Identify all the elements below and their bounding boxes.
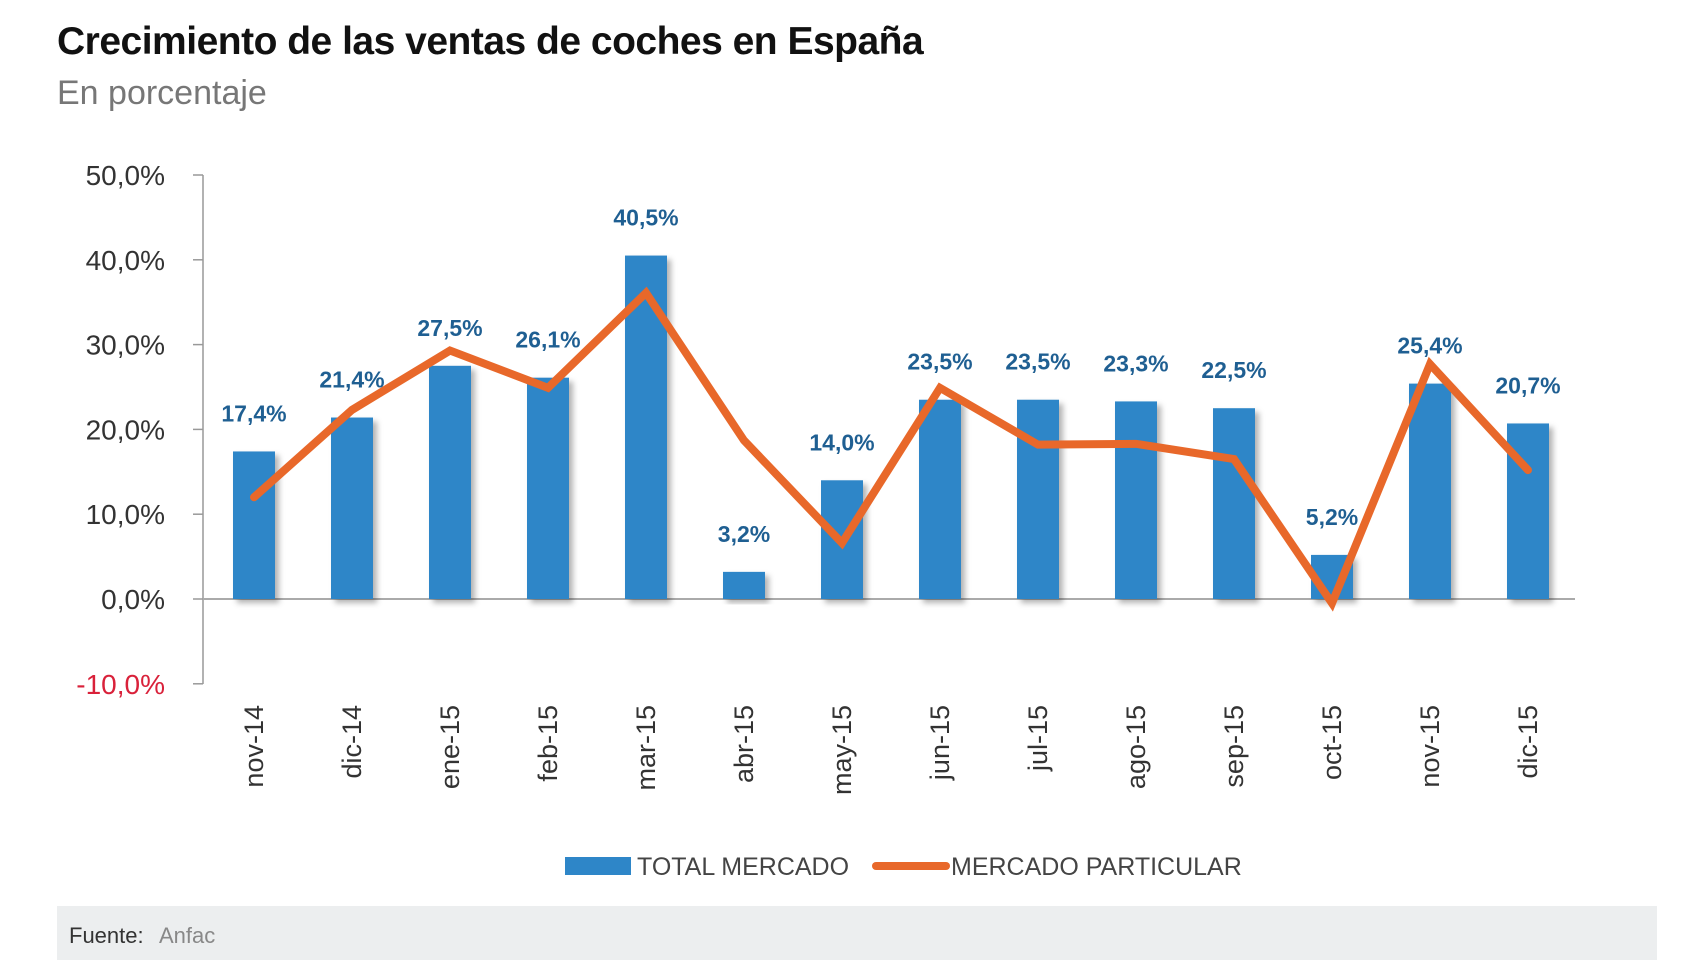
y-tick-label: 30,0%: [86, 330, 165, 361]
data-label: 21,4%: [319, 367, 384, 393]
data-label: 17,4%: [221, 400, 286, 426]
x-tick-label: sep-15: [1219, 705, 1249, 788]
data-label: 23,5%: [1005, 349, 1070, 375]
x-tick-label: nov-15: [1415, 705, 1445, 788]
x-tick-label: nov-14: [239, 705, 269, 788]
source-footer: Fuente: Anfac: [57, 906, 1657, 960]
source-value: Anfac: [159, 923, 216, 948]
legend: TOTAL MERCADO MERCADO PARTICULAR: [565, 853, 1242, 881]
x-tick-label: feb-15: [533, 705, 563, 782]
x-tick-label: oct-15: [1317, 705, 1347, 780]
bar-total-mercado: [233, 451, 275, 599]
x-tick-label: dic-14: [337, 705, 367, 779]
data-label: 3,2%: [718, 521, 770, 547]
legend-label-mercado-particular: MERCADO PARTICULAR: [951, 853, 1242, 881]
data-label: 26,1%: [515, 327, 580, 353]
bar-total-mercado: [1017, 399, 1059, 599]
x-tick-label: ene-15: [435, 705, 465, 789]
bar-total-mercado: [1213, 408, 1255, 599]
data-label: 22,5%: [1201, 357, 1266, 383]
y-tick-label: 20,0%: [86, 414, 165, 445]
x-tick-label: jul-15: [1023, 705, 1053, 772]
bar-total-mercado: [1115, 401, 1157, 599]
chart-title: Crecimiento de las ventas de coches en E…: [57, 20, 924, 63]
x-tick-label: dic-15: [1513, 705, 1543, 779]
data-label: 20,7%: [1495, 372, 1560, 398]
x-tick-label: abr-15: [729, 705, 759, 783]
x-tick-label: may-15: [827, 705, 857, 795]
legend-label-total-mercado: TOTAL MERCADO: [637, 853, 849, 881]
y-tick-label: 50,0%: [86, 160, 165, 191]
data-label: 27,5%: [417, 315, 482, 341]
y-tick-label: 40,0%: [86, 245, 165, 276]
y-tick-label: 10,0%: [86, 499, 165, 530]
bar-total-mercado: [723, 571, 765, 599]
data-label: 25,4%: [1397, 333, 1462, 359]
data-label: 5,2%: [1306, 504, 1358, 530]
source-label: Fuente:: [69, 923, 144, 948]
legend-swatch-total-mercado: [565, 857, 631, 875]
y-tick-label: -10,0%: [76, 669, 165, 700]
chart-subtitle: En porcentaje: [57, 74, 267, 112]
bar-total-mercado: [527, 377, 569, 599]
x-tick-label: ago-15: [1121, 705, 1151, 789]
bar-total-mercado: [331, 417, 373, 599]
x-tick-label: mar-15: [631, 705, 661, 791]
bar-total-mercado: [1409, 383, 1451, 599]
data-label: 23,3%: [1103, 350, 1168, 376]
data-label: 23,5%: [907, 349, 972, 375]
bar-total-mercado: [919, 399, 961, 599]
x-tick-label: jun-15: [925, 705, 955, 781]
data-label: 14,0%: [809, 429, 874, 455]
data-label: 40,5%: [613, 205, 678, 231]
bar-total-mercado: [429, 365, 471, 599]
y-tick-label: 0,0%: [101, 584, 165, 615]
line-mercado-particular: [250, 286, 1532, 612]
